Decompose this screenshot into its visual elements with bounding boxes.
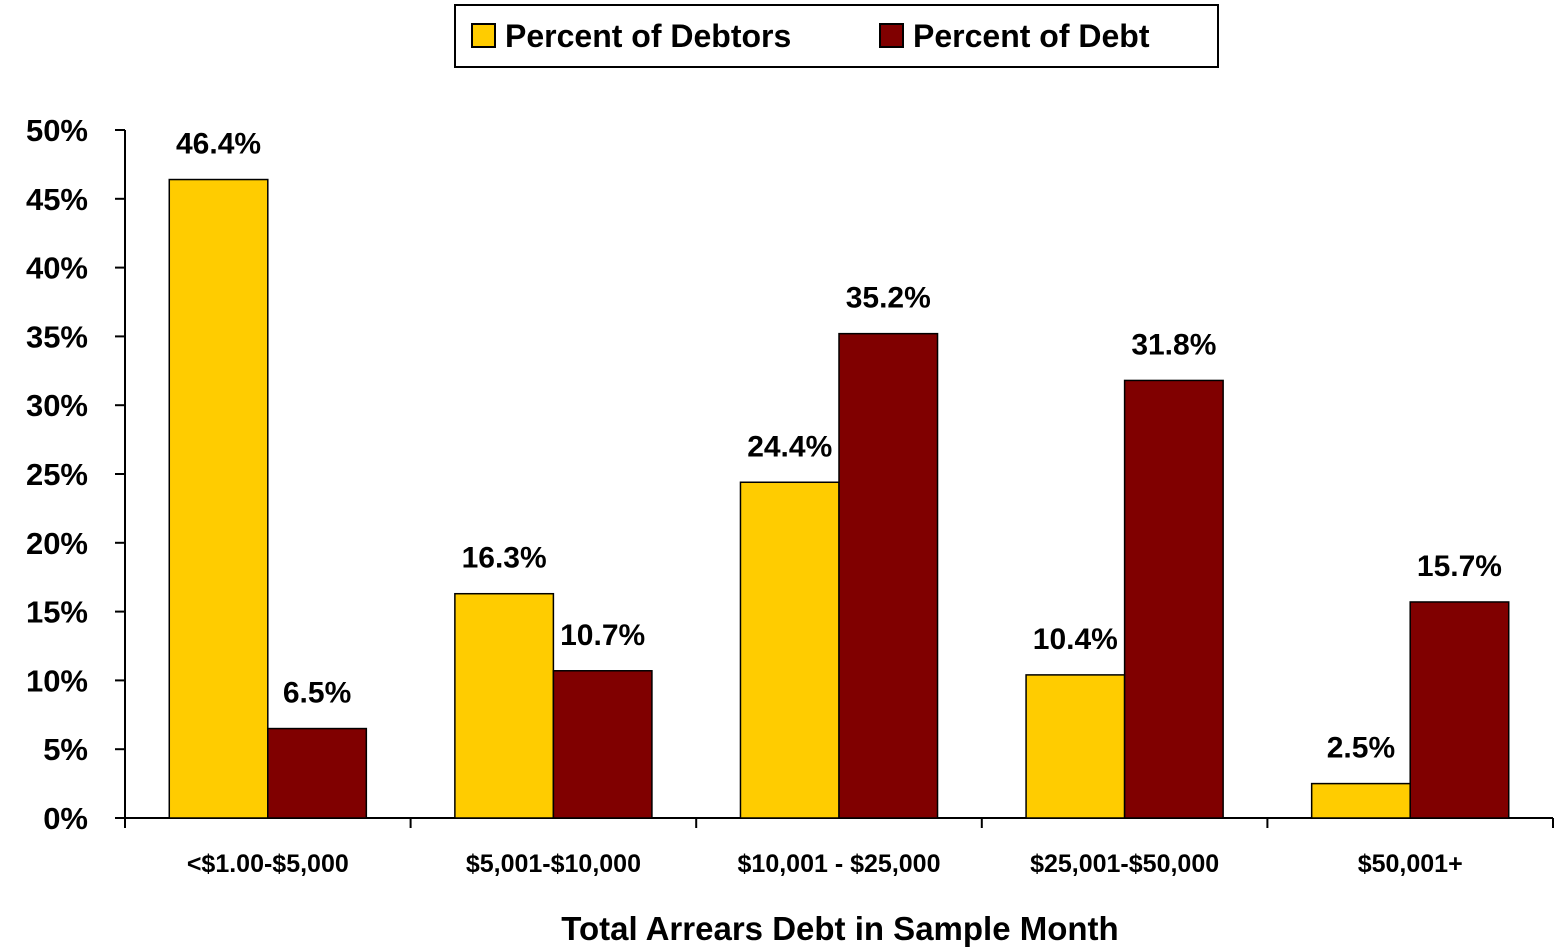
- bar-percent-of-debtors: [168, 178, 269, 819]
- bar-percent-of-debtors: [454, 592, 555, 819]
- y-tick-label: 40%: [26, 251, 88, 286]
- y-tick-label: 30%: [26, 388, 88, 423]
- y-tick-label: 15%: [26, 595, 88, 630]
- legend-swatch-percent-of-debtors: [471, 23, 496, 48]
- data-label-percent-of-debt: 15.7%: [1417, 550, 1502, 583]
- x-category-label: $10,001 - $25,000: [738, 850, 941, 878]
- legend-swatch-percent-of-debt: [879, 23, 904, 48]
- bar-percent-of-debt: [267, 727, 368, 819]
- data-label-percent-of-debt: 31.8%: [1131, 328, 1216, 361]
- y-tick-label: 35%: [26, 319, 88, 354]
- legend-label-percent-of-debt: Percent of Debt: [913, 18, 1150, 54]
- data-label-percent-of-debt: 6.5%: [283, 677, 351, 710]
- y-tick-label: 50%: [26, 113, 88, 148]
- bar-percent-of-debt: [552, 670, 653, 819]
- bars: [168, 178, 1510, 819]
- y-tick-label: 10%: [26, 663, 88, 698]
- x-category-label: <$1.00-$5,000: [187, 850, 349, 878]
- data-label-percent-of-debtors: 10.4%: [1033, 623, 1118, 656]
- bar-percent-of-debt: [1409, 601, 1510, 819]
- x-category-label: $5,001-$10,000: [466, 850, 641, 878]
- x-category-label: $50,001+: [1358, 850, 1463, 878]
- legend-frame: [454, 4, 1219, 68]
- data-label-percent-of-debt: 10.7%: [560, 619, 645, 652]
- data-label-percent-of-debt: 35.2%: [846, 282, 931, 315]
- y-tick-label: 0%: [43, 801, 88, 836]
- x-axis-title: Total Arrears Debt in Sample Month: [561, 910, 1118, 947]
- data-labels: 46.4% 6.5% 16.3% 10.7% 24.4% 35.2% 10.4% 31.8% 2…: [176, 128, 1502, 765]
- legend-label-percent-of-debtors: Percent of Debtors: [505, 18, 791, 54]
- bar-percent-of-debt: [838, 332, 939, 819]
- bar-percent-of-debt: [1123, 379, 1224, 819]
- bar-percent-of-debtors: [1310, 782, 1411, 819]
- data-label-percent-of-debtors: 2.5%: [1327, 732, 1395, 765]
- data-label-percent-of-debtors: 24.4%: [747, 430, 832, 463]
- y-tick-label: 20%: [26, 526, 88, 561]
- x-category-label: $25,001-$50,000: [1030, 850, 1219, 878]
- data-label-percent-of-debtors: 16.3%: [462, 542, 547, 575]
- bar-percent-of-debtors: [739, 481, 840, 819]
- legend: Percent of Debtors Percent of Debt: [454, 4, 1219, 68]
- y-tick-label: 5%: [43, 732, 88, 767]
- y-tick-label: 45%: [26, 182, 88, 217]
- bar-percent-of-debtors: [1025, 674, 1126, 819]
- data-label-percent-of-debtors: 46.4%: [176, 128, 261, 161]
- y-tick-label: 25%: [26, 457, 88, 492]
